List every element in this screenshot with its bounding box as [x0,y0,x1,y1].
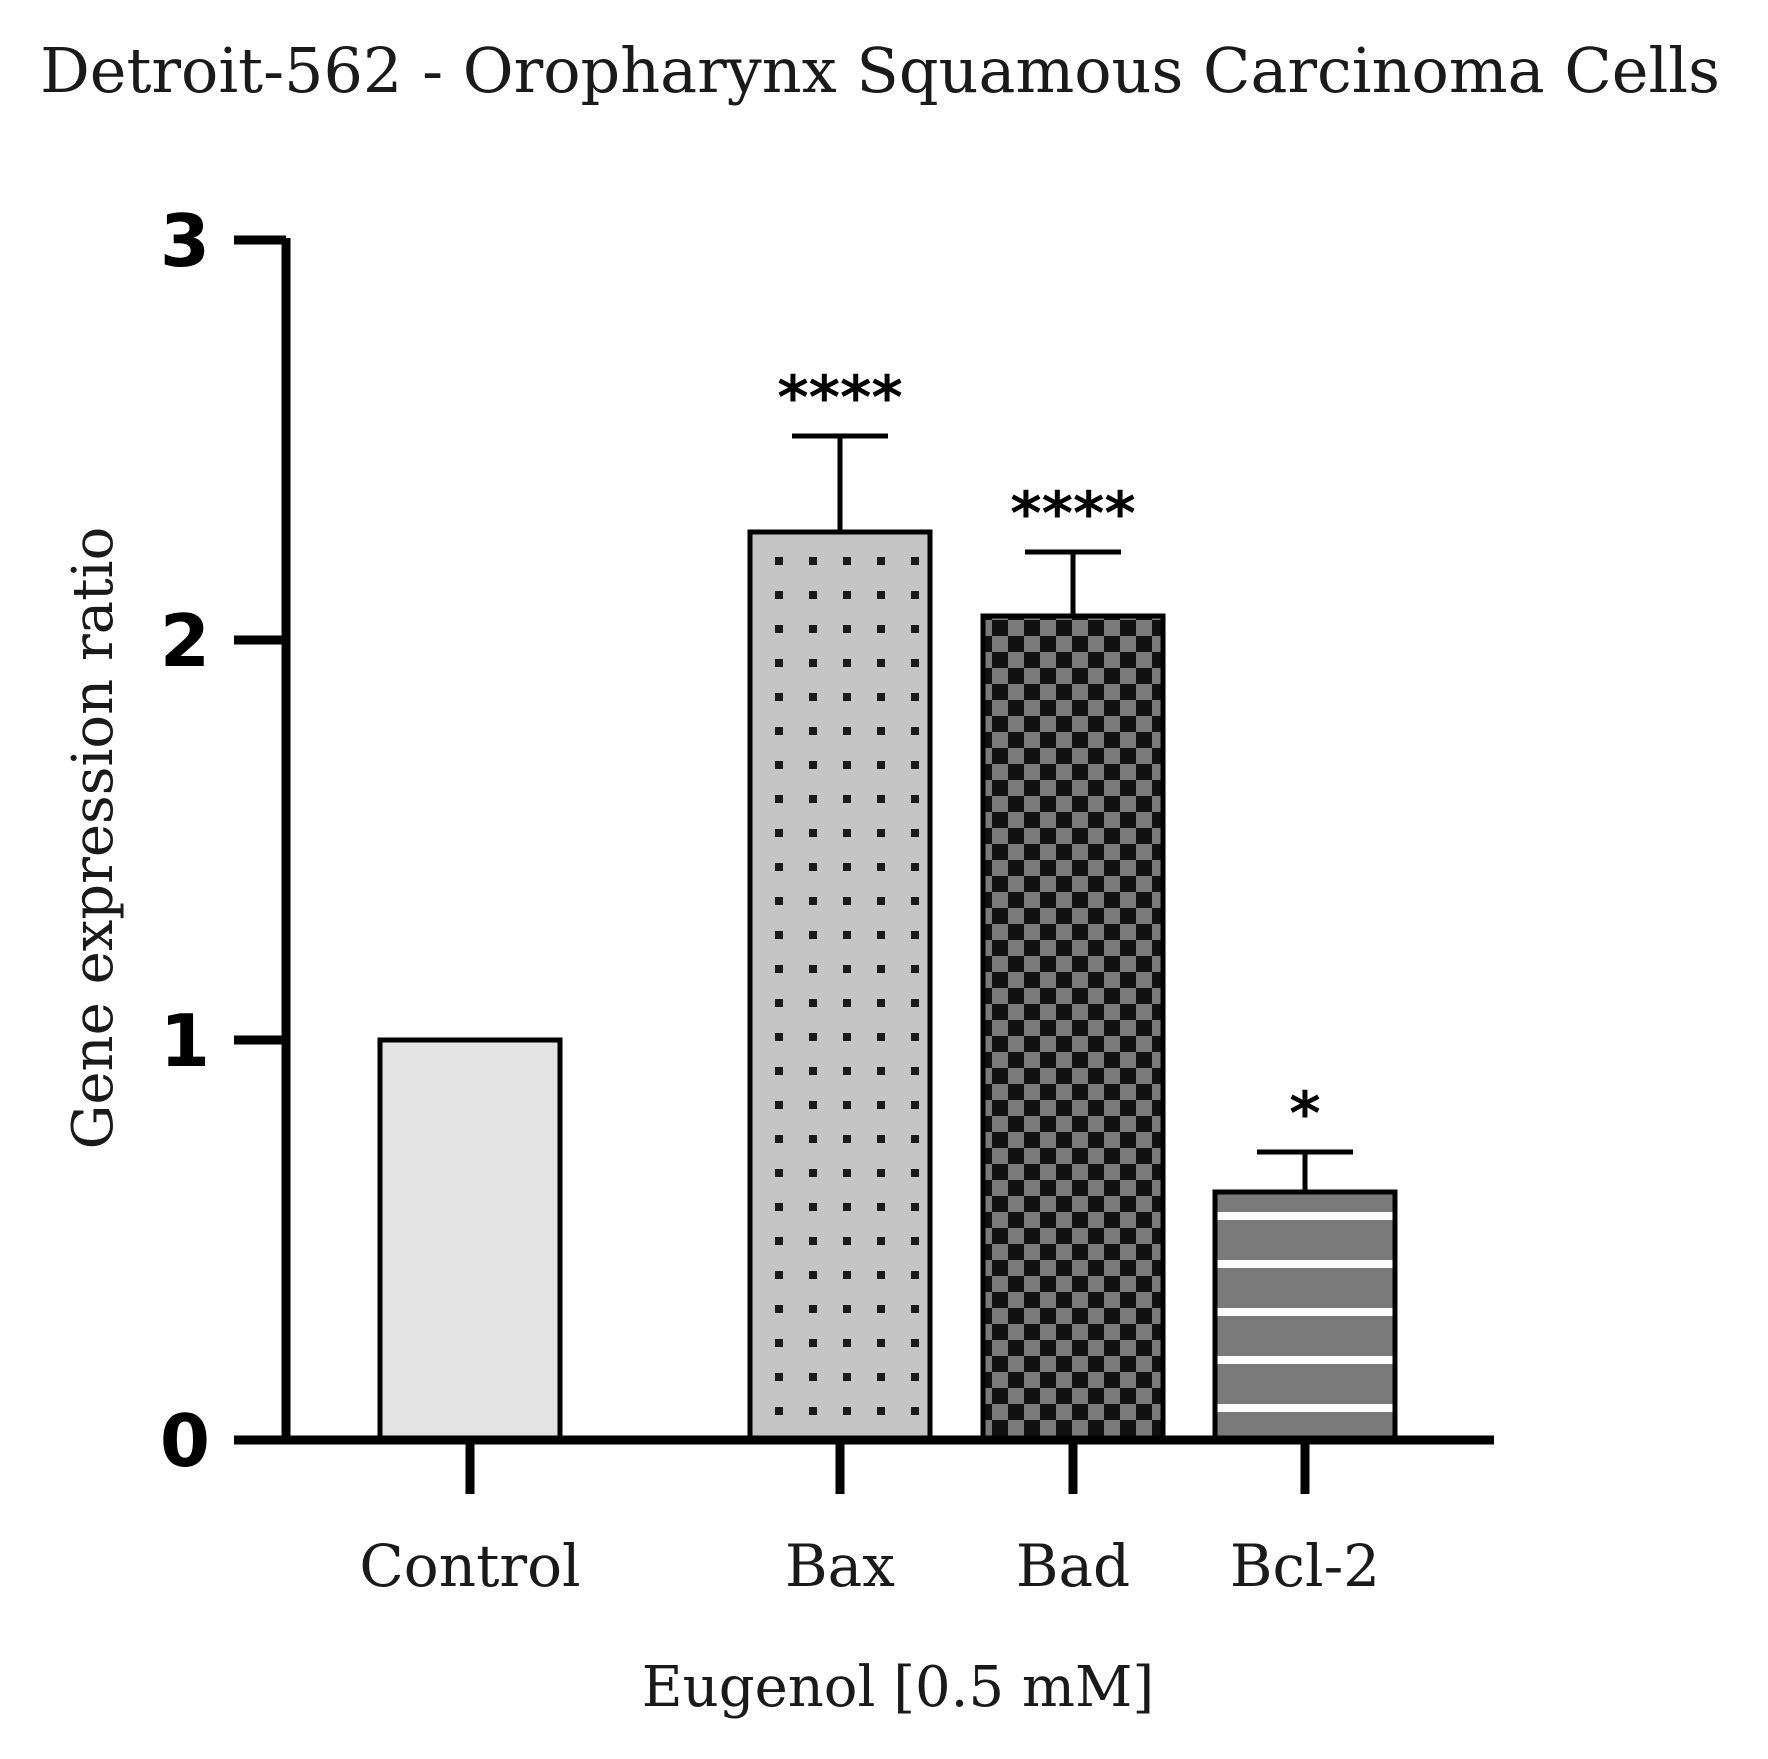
bar-control [377,1037,563,1443]
y-tick-label: 0 [160,1399,210,1483]
x-axis-label: Eugenol [0.5 mM] [642,1655,1154,1720]
bar-bcl-2 [1212,1189,1398,1443]
y-tick-label: 2 [160,599,210,683]
bar-bad [980,613,1166,1443]
y-axis-label: Gene expression ratio [61,527,126,1150]
x-tick-label: Control [359,1532,580,1600]
significance-marker: **** [1010,479,1136,549]
x-tick-label: Bad [1016,1532,1130,1600]
x-tick-label: Bcl-2 [1230,1532,1380,1600]
chart-title: Detroit-562 - Oropharynx Squamous Carcin… [40,34,1720,107]
y-tick-label: 1 [160,999,210,1083]
x-tick-label: Bax [785,1532,895,1600]
significance-marker: * [1289,1079,1320,1149]
y-tick-label: 3 [160,199,210,283]
bar-bax [747,529,933,1443]
significance-marker: **** [777,363,903,433]
